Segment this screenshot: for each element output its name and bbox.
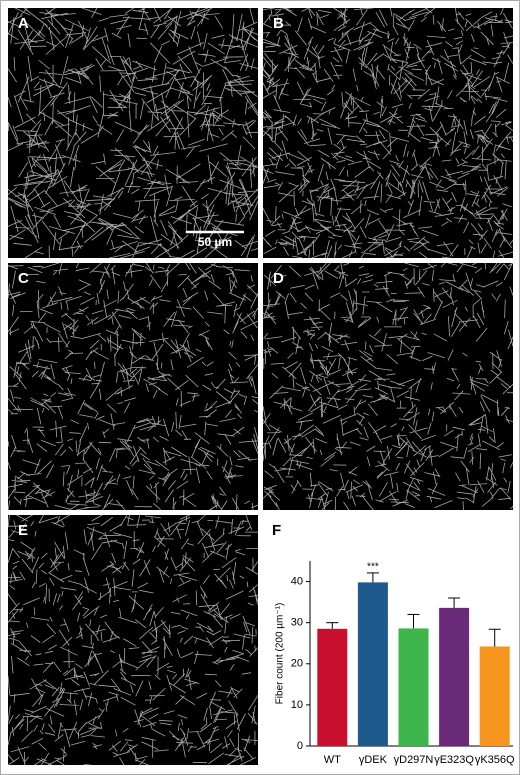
micrograph [8, 263, 258, 510]
fibers [7, 7, 259, 259]
bar [357, 582, 388, 746]
micrograph [263, 8, 513, 258]
y-tick-label: 10 [291, 699, 303, 711]
x-tick-label: γE323Q [434, 754, 474, 766]
x-tick-label: WT [324, 754, 341, 766]
bar [317, 628, 348, 746]
x-tick-label: γDEK [359, 754, 388, 766]
panel-label: C [18, 270, 29, 287]
y-axis-label: Fiber count (200 µm⁻¹) [275, 603, 286, 705]
fibers [7, 514, 259, 766]
bar [479, 646, 510, 746]
y-tick-label: 0 [297, 740, 303, 752]
fibers [262, 7, 514, 259]
x-tick-label: γK356Q [475, 754, 515, 766]
y-tick-label: 30 [291, 617, 303, 629]
panel-label: E [18, 522, 28, 539]
panel-label: B [273, 15, 284, 32]
bar [439, 607, 470, 746]
significance: *** [367, 562, 379, 573]
y-tick-label: 20 [291, 658, 303, 670]
fibers [7, 262, 259, 511]
micrograph [8, 8, 258, 258]
panel-label: D [273, 270, 284, 287]
scale-bar-label: 50 µm [198, 235, 232, 249]
x-tick-label: γD297N [394, 754, 434, 766]
fibers [262, 262, 514, 511]
bar [398, 628, 429, 746]
panel-label: F [272, 522, 281, 539]
panel-label: A [18, 15, 29, 32]
micrograph [8, 515, 258, 765]
y-tick-label: 40 [291, 575, 303, 587]
